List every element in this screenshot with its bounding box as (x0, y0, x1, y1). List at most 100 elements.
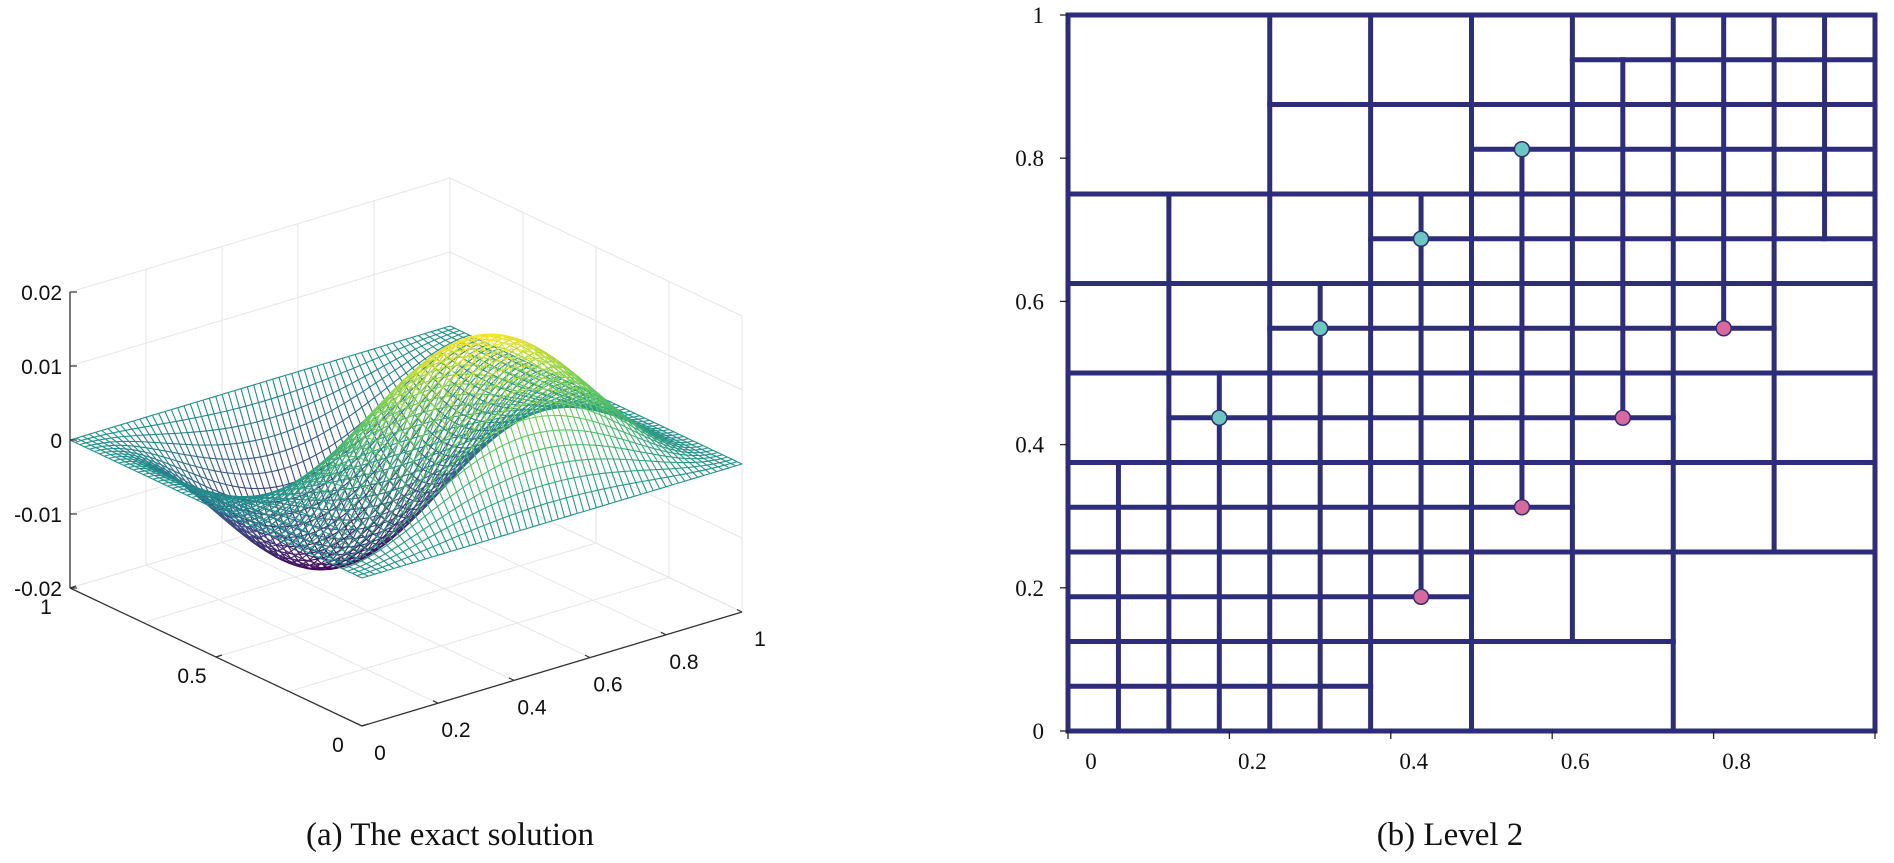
surface-mesh-line (251, 520, 257, 524)
surface-mesh-line (385, 549, 392, 555)
surface-mesh-line (279, 489, 287, 496)
surface-mesh-line (94, 451, 100, 455)
surface-mesh-line (268, 494, 276, 500)
surface-mesh-line (354, 352, 362, 356)
surface-mesh-line (298, 545, 306, 549)
surface-mesh-line (225, 498, 232, 501)
surface-mesh-line (296, 558, 303, 562)
surface-mesh-line (313, 401, 320, 418)
surface-mesh-line (221, 391, 229, 395)
surface-mesh-line (408, 547, 415, 555)
surface-mesh-line (368, 516, 375, 522)
surface-mesh-line (375, 568, 382, 573)
surface-mesh-line (398, 495, 406, 500)
surface-mesh-line (120, 424, 126, 431)
surface-mesh-line (207, 413, 215, 416)
surface-mesh-line (279, 535, 286, 540)
surface-mesh-line (258, 535, 264, 538)
surface-mesh-line (291, 502, 299, 510)
surface-mesh-line (334, 438, 342, 444)
surface-mesh-line (297, 495, 305, 504)
surface-mesh-line (160, 442, 166, 452)
surface-mesh-line (346, 439, 354, 449)
surface-mesh-line (269, 418, 276, 436)
surface-mesh-line (254, 506, 262, 511)
surface-mesh-line (390, 554, 397, 559)
surface-mesh-line (288, 488, 294, 495)
surface-mesh-line (364, 484, 372, 487)
surface-mesh-line (329, 492, 335, 496)
surface-mesh-line (100, 449, 106, 453)
surface-mesh-line (299, 513, 307, 521)
surface-mesh-line (274, 533, 281, 538)
surface-mesh-line (321, 535, 328, 539)
surface-mesh-line (275, 508, 281, 514)
surface-mesh-line (435, 331, 443, 336)
surface-mesh-line (342, 474, 348, 478)
surface-mesh-line (422, 529, 429, 539)
surface-mesh-line (174, 466, 182, 470)
surface-mesh-line (270, 535, 276, 545)
surface-mesh-line (437, 329, 443, 333)
surface-mesh-line (331, 406, 339, 412)
surface-mesh-line (304, 439, 312, 444)
surface-mesh-line (397, 346, 405, 350)
surface-mesh-line (391, 549, 397, 556)
surface-mesh-line (339, 559, 346, 565)
surface-mesh-line (217, 502, 224, 506)
surface-mesh-line (103, 454, 111, 457)
surface-mesh-line (337, 402, 345, 408)
surface-mesh-line (421, 345, 427, 351)
surface-mesh-line (316, 471, 323, 479)
surface-mesh-line (321, 502, 329, 512)
surface-mesh-line (191, 495, 199, 499)
surface-mesh-line (341, 549, 348, 554)
surface-mesh-line (292, 501, 298, 504)
surface-mesh-line (372, 478, 379, 484)
surface-mesh-line (340, 552, 348, 557)
surface-mesh-line (366, 520, 375, 528)
surface-mesh-line (245, 526, 253, 533)
surface-mesh-line (152, 448, 160, 451)
surface-mesh-line (80, 440, 87, 444)
surface-mesh-line (280, 538, 287, 543)
surface-mesh-line (372, 356, 380, 361)
surface-mesh-line (357, 546, 365, 552)
surface-mesh-line (212, 428, 220, 431)
surface-mesh-line (208, 398, 215, 414)
surface-mesh-line (341, 544, 349, 551)
surface-mesh-line (340, 373, 347, 387)
surface-mesh-line (111, 436, 118, 439)
surface-mesh-line (416, 529, 424, 535)
surface-mesh-line (181, 490, 189, 494)
surface-mesh-line (225, 484, 232, 497)
surface-mesh-line (334, 445, 341, 451)
surface-mesh-line (332, 473, 338, 475)
surface-mesh-line (369, 471, 376, 475)
surface-mesh-line (132, 420, 139, 429)
surface-mesh-line (104, 438, 111, 443)
surface-mesh-line (223, 502, 229, 506)
surface-mesh-line (101, 430, 107, 435)
surface-mesh-line (394, 369, 401, 379)
surface-mesh-line (339, 487, 347, 498)
surface-mesh-line (238, 508, 244, 512)
surface-mesh-line (458, 332, 465, 336)
surface-mesh-line (205, 430, 212, 446)
surface-mesh-line (445, 336, 453, 341)
surface-mesh-line (337, 464, 345, 475)
surface-mesh-line (270, 509, 276, 512)
surface-mesh-line (345, 554, 353, 560)
surface-mesh-line (302, 496, 310, 505)
surface-mesh-line (247, 384, 254, 388)
surface-mesh-line (405, 525, 413, 532)
surface-mesh-line (353, 457, 361, 468)
surface-mesh-line (240, 517, 247, 522)
surface-mesh-line (418, 396, 427, 406)
surface-mesh-line (399, 451, 407, 455)
surface-mesh-line (280, 430, 288, 435)
surface-mesh-line (371, 439, 378, 443)
surface-mesh-line (404, 483, 411, 497)
surface-mesh-line (334, 494, 340, 498)
